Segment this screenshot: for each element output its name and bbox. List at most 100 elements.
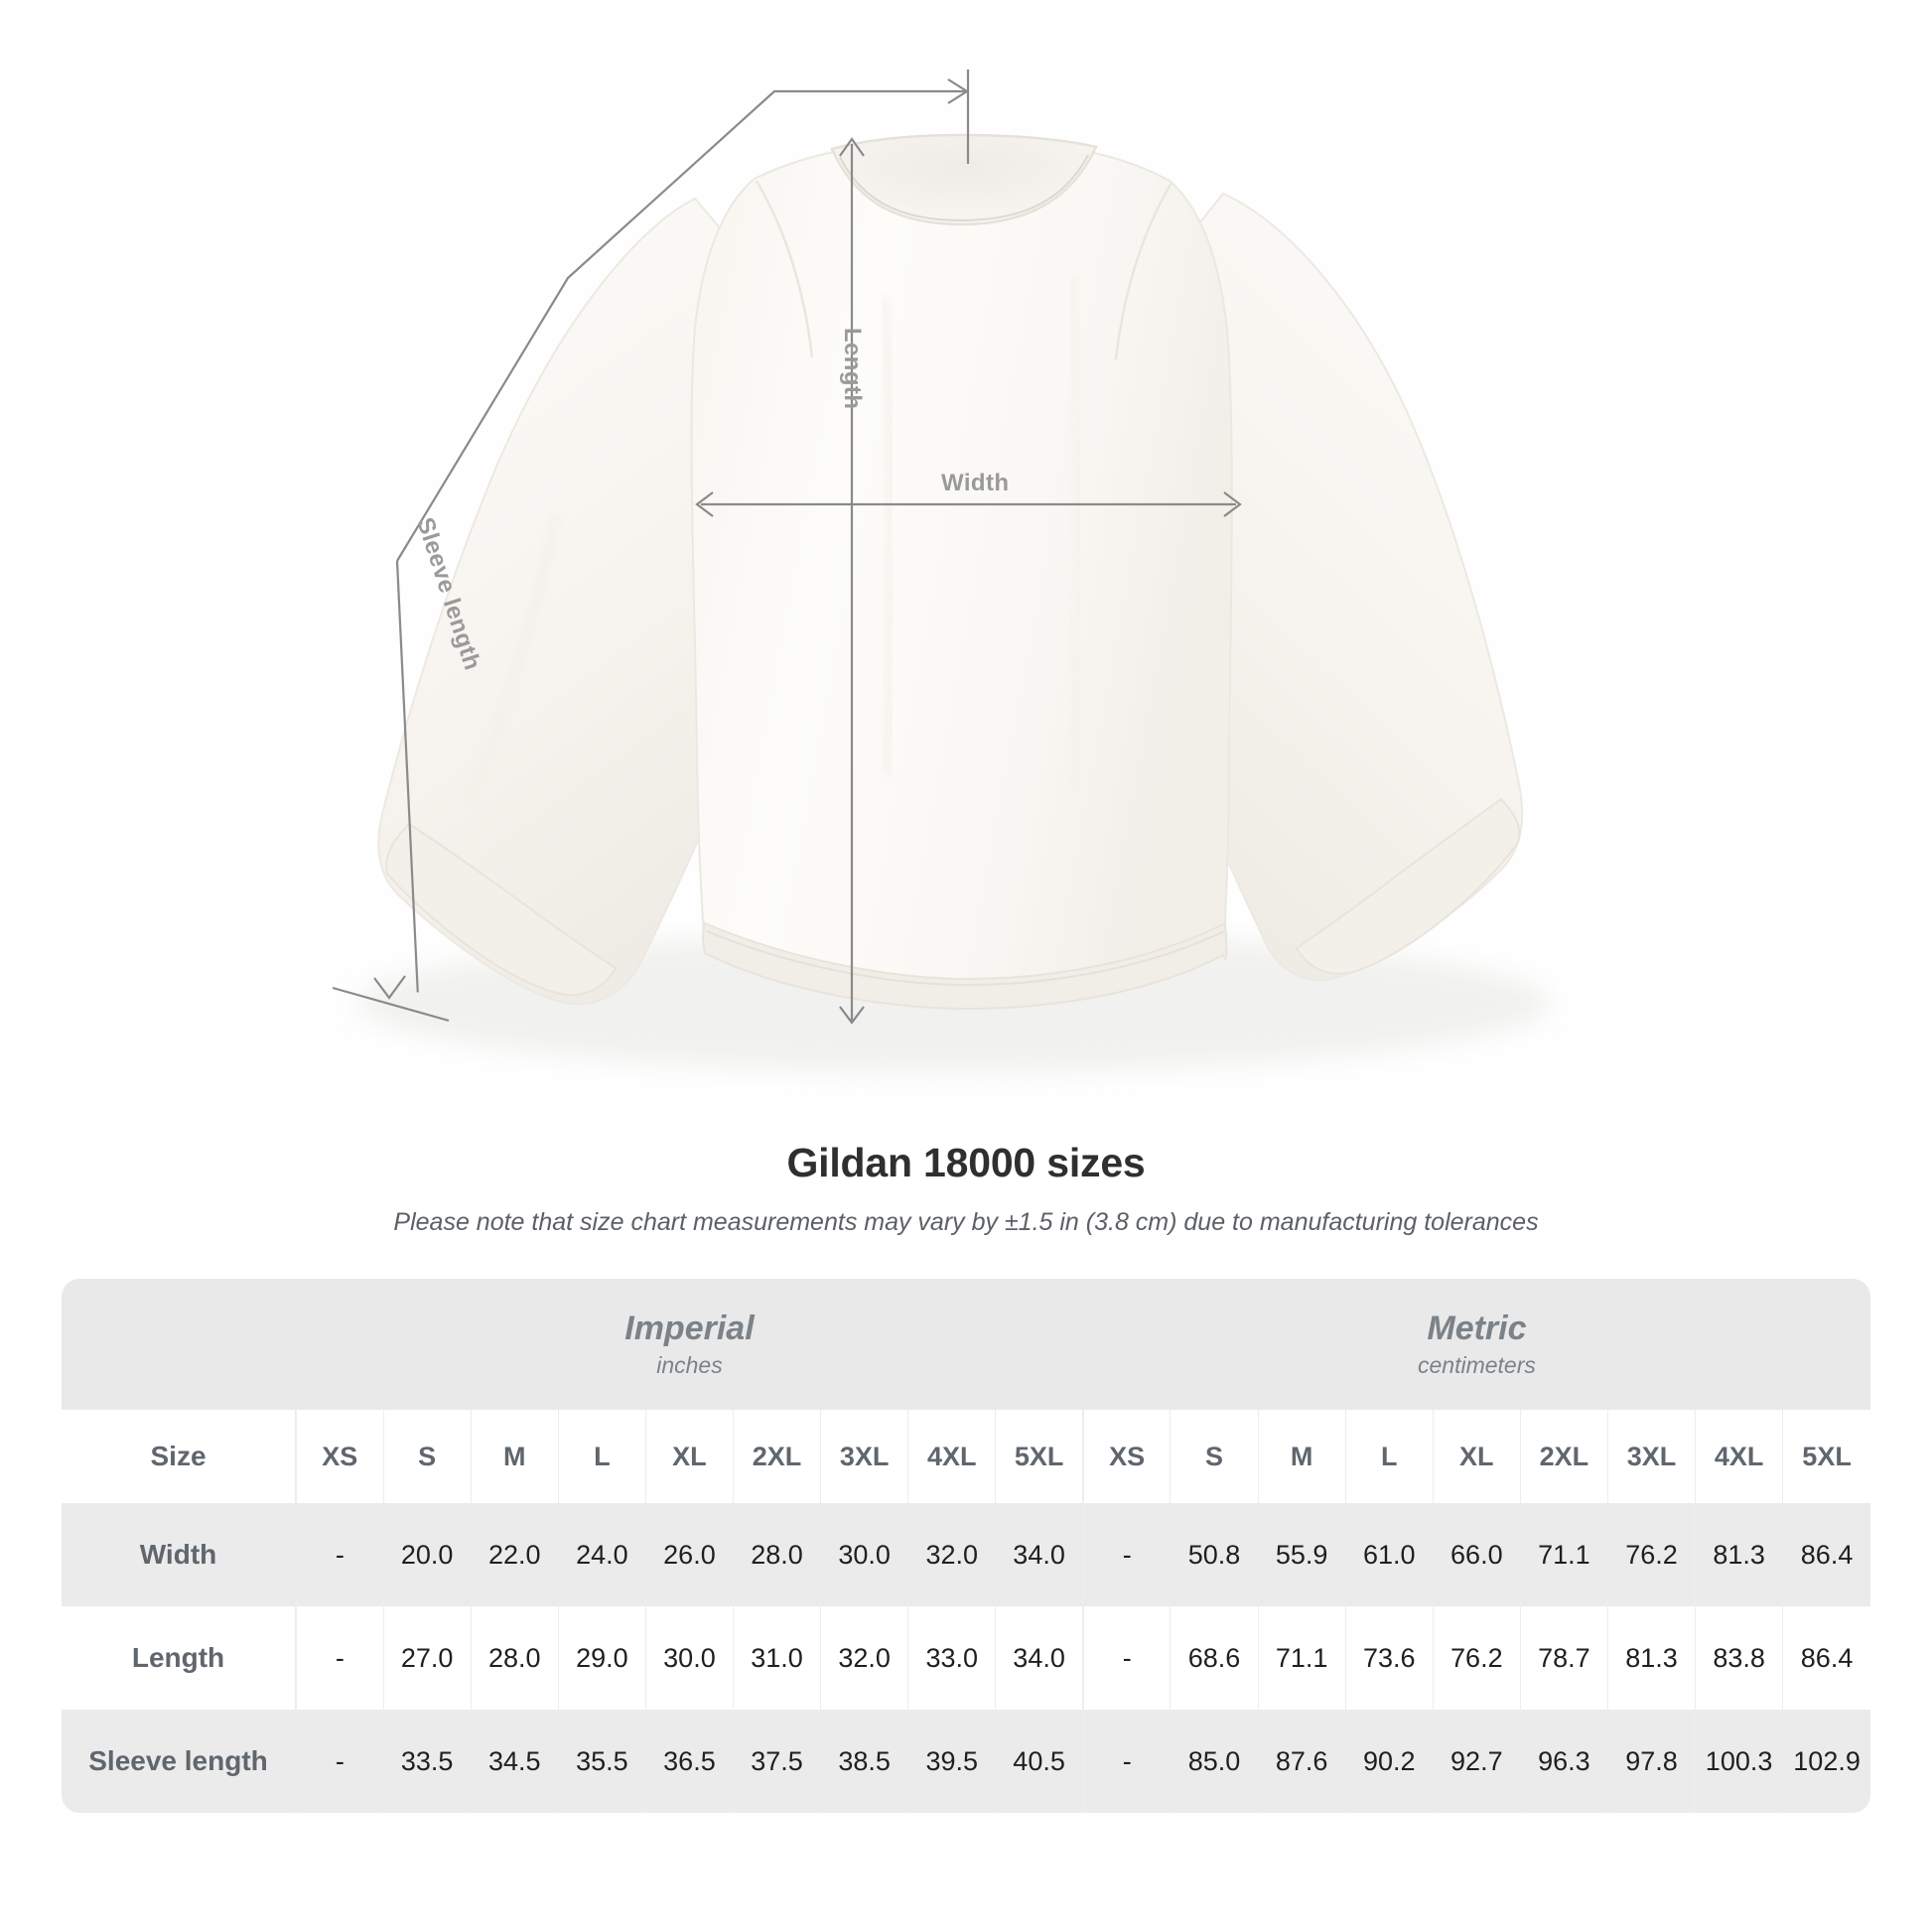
size-header-metric-4xl: 4XL	[1695, 1410, 1783, 1503]
cell-sleeve-imperial-4xl: 39.5	[907, 1710, 996, 1813]
cell-sleeve-metric-4xl: 100.3	[1695, 1710, 1783, 1813]
cell-sleeve-imperial-xs: -	[295, 1710, 384, 1813]
fabric-fold-1	[879, 297, 896, 775]
size-header-metric-s: S	[1170, 1410, 1259, 1503]
collar-inner-seam	[839, 154, 1089, 222]
title-block: Gildan 18000 sizes Please note that size…	[0, 1132, 1932, 1237]
right-shoulder-seam	[1114, 182, 1173, 360]
fabric-fold-2	[1068, 277, 1083, 795]
cell-length-imperial-l: 29.0	[557, 1606, 646, 1710]
cell-length-metric-xs: -	[1081, 1606, 1171, 1710]
size-header-metric-m: M	[1257, 1410, 1346, 1503]
sweatshirt-diagram	[332, 69, 1549, 1072]
sleeve-arrow-bottom	[373, 975, 406, 1000]
width-dimension-label: Width	[941, 470, 1010, 496]
cell-length-imperial-m: 28.0	[470, 1606, 559, 1710]
size-header-metric-xl: XL	[1432, 1410, 1521, 1503]
table-row: Width - 20.0 22.0 24.0 26.0 28.0 30.0 32…	[62, 1503, 1870, 1606]
cell-width-imperial-5xl: 34.0	[995, 1503, 1083, 1606]
cell-length-imperial-3xl: 32.0	[820, 1606, 908, 1710]
cell-length-metric-xl: 76.2	[1432, 1606, 1521, 1710]
cell-length-metric-2xl: 78.7	[1519, 1606, 1608, 1710]
size-header-row: Size XS S M L XL 2XL 3XL 4XL 5XL XS S M …	[62, 1410, 1870, 1503]
measurement-guides	[332, 69, 1242, 1025]
cell-width-imperial-2xl: 28.0	[732, 1503, 821, 1606]
size-header-imperial-3xl: 3XL	[820, 1410, 908, 1503]
size-chart-table-container: Imperial inches Metric centimeters Size …	[62, 1279, 1870, 1813]
cell-width-metric-xs: -	[1081, 1503, 1171, 1606]
sleeve-bottom-tick	[332, 986, 450, 1023]
cell-width-metric-l: 61.0	[1344, 1503, 1434, 1606]
cell-width-imperial-l: 24.0	[557, 1503, 646, 1606]
tolerance-note: Please note that size chart measurements…	[393, 1208, 1539, 1236]
cell-length-metric-s: 68.6	[1170, 1606, 1259, 1710]
cell-sleeve-metric-l: 90.2	[1344, 1710, 1434, 1813]
left-shoulder-seam	[755, 180, 814, 358]
size-header-metric-3xl: 3XL	[1606, 1410, 1696, 1503]
size-header-imperial-4xl: 4XL	[907, 1410, 996, 1503]
cell-sleeve-metric-3xl: 97.8	[1606, 1710, 1696, 1813]
unit-sub-metric: centimeters	[1418, 1351, 1536, 1378]
sweatshirt-body	[690, 137, 1233, 1011]
size-label-cell: Size	[62, 1410, 297, 1503]
sleeve-guide-lower	[395, 560, 419, 993]
cell-sleeve-metric-xs: -	[1081, 1710, 1171, 1813]
cell-width-metric-5xl: 86.4	[1782, 1503, 1870, 1606]
width-arrow-left	[695, 491, 714, 517]
size-header-imperial-s: S	[382, 1410, 472, 1503]
cell-length-imperial-s: 27.0	[382, 1606, 472, 1710]
cell-length-metric-5xl: 86.4	[1782, 1606, 1870, 1710]
unit-header-imperial: Imperial inches	[296, 1279, 1083, 1410]
size-chart-table: Imperial inches Metric centimeters Size …	[62, 1279, 1870, 1813]
cell-sleeve-metric-m: 87.6	[1257, 1710, 1346, 1813]
size-header-imperial-xs: XS	[295, 1410, 384, 1503]
cell-sleeve-metric-xl: 92.7	[1432, 1710, 1521, 1813]
length-arrow-top	[839, 137, 865, 157]
size-header-metric-xs: XS	[1081, 1410, 1171, 1503]
size-header-imperial-xl: XL	[644, 1410, 734, 1503]
cell-width-imperial-4xl: 32.0	[907, 1503, 996, 1606]
cell-sleeve-imperial-xl: 36.5	[644, 1710, 734, 1813]
garment-photo-area: Length Width Sleeve length	[332, 69, 1549, 1072]
unit-header-row: Imperial inches Metric centimeters	[62, 1279, 1870, 1410]
cell-sleeve-imperial-5xl: 40.5	[995, 1710, 1083, 1813]
cell-sleeve-imperial-m: 34.5	[470, 1710, 559, 1813]
cell-length-metric-4xl: 83.8	[1695, 1606, 1783, 1710]
fabric-fold-3	[463, 515, 560, 806]
row-label-length: Length	[62, 1606, 297, 1710]
sleeve-guide-upper	[396, 89, 965, 562]
row-label-sleeve-length: Sleeve length	[62, 1710, 297, 1813]
size-header-metric-2xl: 2XL	[1519, 1410, 1608, 1503]
cell-width-metric-s: 50.8	[1170, 1503, 1259, 1606]
size-header-imperial-5xl: 5XL	[995, 1410, 1083, 1503]
cell-sleeve-imperial-l: 35.5	[557, 1710, 646, 1813]
cell-sleeve-metric-2xl: 96.3	[1519, 1710, 1608, 1813]
row-label-width: Width	[62, 1503, 297, 1606]
cell-length-imperial-xs: -	[295, 1606, 384, 1710]
cell-length-metric-m: 71.1	[1257, 1606, 1346, 1710]
size-header-metric-5xl: 5XL	[1782, 1410, 1870, 1503]
page-title: Gildan 18000 sizes	[786, 1140, 1146, 1185]
unit-name-imperial: Imperial	[624, 1310, 755, 1348]
cell-length-metric-l: 73.6	[1344, 1606, 1434, 1710]
cell-width-imperial-s: 20.0	[382, 1503, 472, 1606]
unit-sub-imperial: inches	[656, 1351, 723, 1378]
table-row: Length - 27.0 28.0 29.0 30.0 31.0 32.0 3…	[62, 1606, 1870, 1710]
cell-width-imperial-3xl: 30.0	[820, 1503, 908, 1606]
cell-width-metric-3xl: 76.2	[1606, 1503, 1696, 1606]
size-header-imperial-2xl: 2XL	[732, 1410, 821, 1503]
size-header-imperial-l: L	[557, 1410, 646, 1503]
cell-width-metric-2xl: 71.1	[1519, 1503, 1608, 1606]
cell-length-imperial-5xl: 34.0	[995, 1606, 1083, 1710]
cell-width-metric-m: 55.9	[1257, 1503, 1346, 1606]
cell-width-imperial-xs: -	[295, 1503, 384, 1606]
bottom-hem	[702, 921, 1228, 1011]
cell-sleeve-imperial-3xl: 38.5	[820, 1710, 908, 1813]
size-header-imperial-m: M	[470, 1410, 559, 1503]
right-cuff	[1295, 797, 1521, 975]
cell-length-metric-3xl: 81.3	[1606, 1606, 1696, 1710]
cell-width-imperial-m: 22.0	[470, 1503, 559, 1606]
collar	[830, 133, 1098, 226]
cell-sleeve-metric-s: 85.0	[1170, 1710, 1259, 1813]
cell-sleeve-metric-5xl: 102.9	[1782, 1710, 1870, 1813]
